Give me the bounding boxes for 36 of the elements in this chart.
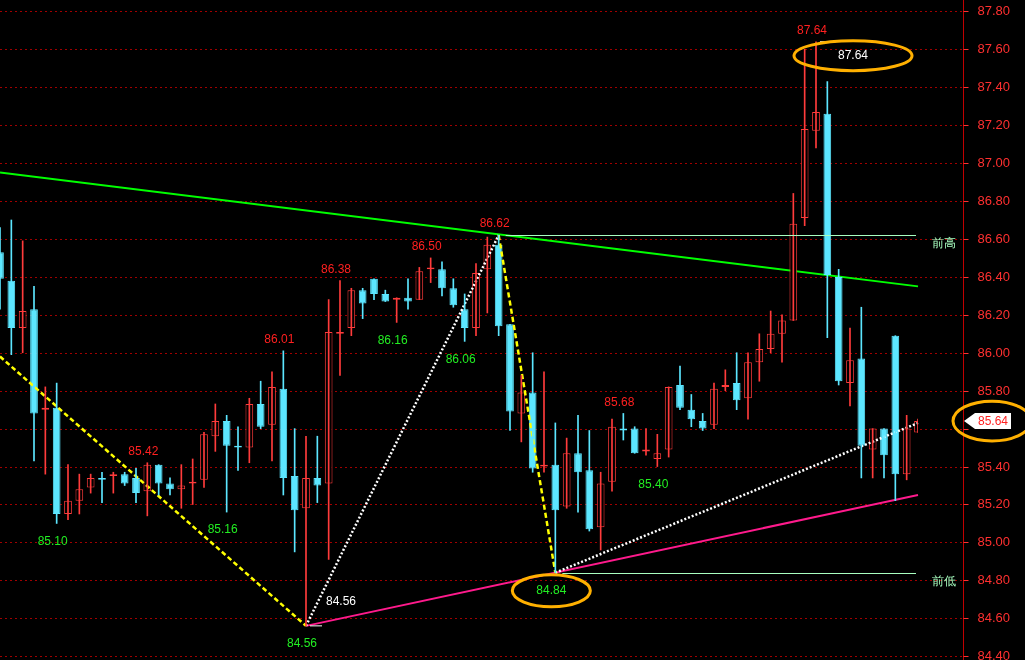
y-tick-label: 85.40 [977, 459, 1011, 475]
y-tick-label: 84.60 [977, 610, 1011, 626]
annotation: 86.50 [411, 239, 443, 254]
annotation: 84.56 [286, 636, 318, 651]
annotation: 84.56 [326, 594, 357, 609]
annotation: 85.10 [37, 533, 69, 548]
annotation: 86.06 [445, 351, 477, 366]
ref-line-label: 前高 [932, 235, 956, 250]
y-tick-label: 87.60 [977, 41, 1011, 57]
annotation: 86.01 [264, 332, 295, 347]
annotation: 85.68 [604, 394, 635, 409]
y-tick-label: 85.80 [977, 383, 1011, 399]
y-tick-label: 85.00 [977, 534, 1011, 550]
annotation: 86.16 [377, 332, 409, 347]
y-tick-label: 86.80 [977, 193, 1011, 209]
y-tick-label: 87.80 [977, 3, 1011, 19]
y-tick-label: 87.40 [977, 79, 1011, 95]
annotation: 87.64 [796, 23, 828, 38]
y-tick-label: 87.00 [977, 155, 1011, 171]
annotation: 84.84 [536, 583, 567, 598]
ref-line-label: 前低 [932, 573, 956, 588]
text: 85.64 [978, 414, 1009, 429]
y-tick-label: 87.20 [977, 117, 1011, 133]
annotation: 85.42 [128, 444, 159, 459]
y-tick-label: 84.40 [977, 648, 1011, 660]
annotation: 85.40 [638, 476, 669, 491]
annotation: 85.16 [207, 522, 239, 537]
y-tick-label: 85.20 [977, 496, 1011, 512]
annotation: 87.64 [838, 48, 869, 63]
annotation: 86.62 [479, 216, 511, 231]
y-tick-label: 86.60 [977, 231, 1011, 247]
y-tick-label: 86.40 [977, 269, 1011, 285]
y-tick-label: 86.00 [977, 345, 1011, 361]
annotation: 86.38 [320, 262, 352, 276]
y-tick-label: 86.20 [977, 307, 1011, 323]
y-tick-label: 84.80 [977, 572, 1011, 588]
